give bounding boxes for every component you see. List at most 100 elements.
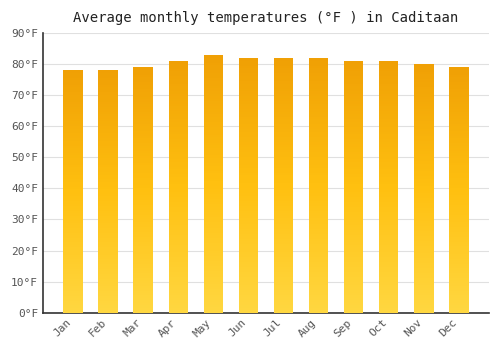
Bar	[98, 184, 117, 187]
Bar	[274, 94, 293, 96]
Bar	[414, 117, 434, 119]
Bar	[379, 106, 398, 109]
Bar	[344, 94, 364, 96]
Bar	[63, 216, 82, 218]
Bar	[274, 264, 293, 267]
Bar	[204, 150, 223, 153]
Bar	[204, 266, 223, 269]
Bar	[309, 130, 328, 132]
Bar	[134, 117, 152, 119]
Bar	[204, 140, 223, 142]
Bar	[274, 252, 293, 254]
Bar	[344, 197, 364, 199]
Bar	[134, 212, 152, 215]
Bar	[414, 231, 434, 233]
Bar	[344, 184, 364, 187]
Bar	[344, 202, 364, 204]
Bar	[309, 78, 328, 81]
Bar	[379, 147, 398, 149]
Bar	[309, 63, 328, 66]
Bar	[414, 268, 434, 271]
Bar	[379, 230, 398, 232]
Bar	[98, 136, 117, 138]
Bar	[168, 192, 188, 195]
Bar	[344, 114, 364, 117]
Bar	[238, 147, 258, 150]
Bar	[63, 233, 82, 235]
Bar	[98, 75, 117, 78]
Bar	[168, 237, 188, 240]
Bar	[98, 92, 117, 95]
Bar	[379, 207, 398, 210]
Bar	[63, 155, 82, 158]
Bar	[63, 211, 82, 213]
Bar	[379, 217, 398, 219]
Bar	[63, 143, 82, 146]
Bar	[238, 203, 258, 206]
Bar	[379, 197, 398, 199]
Bar	[168, 132, 188, 134]
Bar	[309, 272, 328, 274]
Bar	[134, 129, 152, 131]
Bar	[204, 305, 223, 308]
Bar	[274, 178, 293, 180]
Bar	[63, 310, 82, 313]
Bar	[379, 64, 398, 66]
Bar	[274, 203, 293, 206]
Bar	[168, 262, 188, 265]
Bar	[134, 80, 152, 82]
Bar	[344, 295, 364, 298]
Bar	[274, 246, 293, 249]
Bar	[63, 196, 82, 199]
Bar	[414, 265, 434, 268]
Bar	[450, 70, 468, 72]
Bar	[414, 166, 434, 169]
Bar	[309, 186, 328, 188]
Bar	[414, 77, 434, 79]
Bar	[98, 85, 117, 88]
Bar	[414, 283, 434, 285]
Bar	[98, 131, 117, 133]
Bar	[168, 84, 188, 86]
Bar	[344, 310, 364, 313]
Bar	[98, 196, 117, 199]
Bar	[309, 290, 328, 292]
Bar	[309, 226, 328, 229]
Bar	[63, 80, 82, 83]
Bar	[450, 310, 468, 313]
Bar	[98, 191, 117, 194]
Bar	[414, 191, 434, 194]
Bar	[204, 194, 223, 197]
Bar	[204, 204, 223, 207]
Bar	[204, 63, 223, 65]
Bar	[274, 274, 293, 277]
Bar	[168, 111, 188, 114]
Bar	[238, 122, 258, 124]
Bar	[344, 134, 364, 136]
Bar	[63, 262, 82, 264]
Bar	[98, 172, 117, 175]
Bar	[344, 207, 364, 210]
Bar	[98, 310, 117, 313]
Bar	[168, 255, 188, 257]
Bar	[274, 229, 293, 231]
Bar	[168, 174, 188, 177]
Bar	[98, 138, 117, 141]
Bar	[344, 260, 364, 262]
Bar	[238, 104, 258, 106]
Bar	[344, 212, 364, 215]
Bar	[414, 285, 434, 288]
Bar	[450, 224, 468, 227]
Bar	[414, 163, 434, 166]
Bar	[238, 112, 258, 114]
Bar	[63, 112, 82, 114]
Bar	[238, 160, 258, 162]
Bar	[344, 174, 364, 177]
Bar	[309, 282, 328, 285]
Bar	[274, 132, 293, 134]
Bar	[414, 186, 434, 188]
Bar	[98, 303, 117, 305]
Bar	[134, 197, 152, 200]
Bar	[274, 218, 293, 221]
Bar	[414, 203, 434, 206]
